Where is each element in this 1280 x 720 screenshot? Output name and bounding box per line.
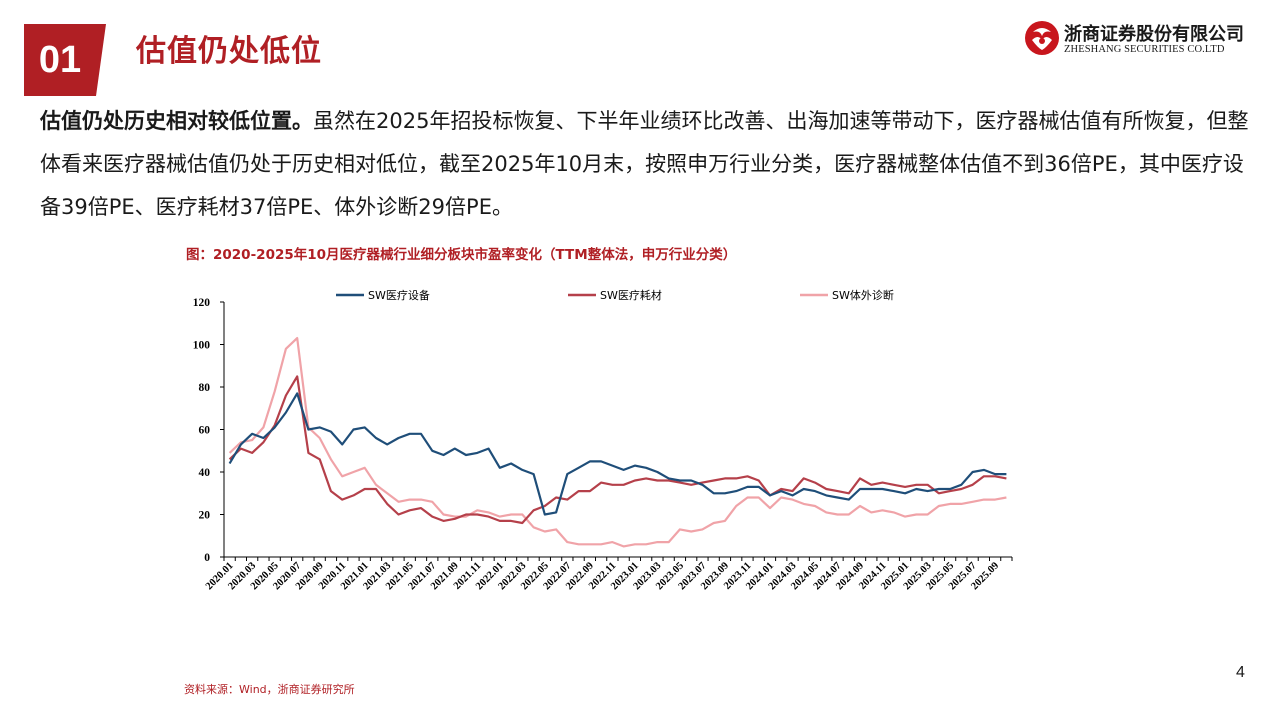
company-logo: 浙商证券股份有限公司 ZHESHANG SECURITIES CO.LTD (1024, 20, 1256, 64)
legend-label-2: SW体外诊断 (832, 288, 894, 302)
y-tick-label: 20 (199, 510, 211, 522)
y-tick-label: 0 (204, 552, 210, 564)
page-number: 4 (1236, 664, 1245, 681)
y-tick-label: 120 (193, 297, 211, 309)
legend-label-1: SW医疗耗材 (600, 288, 662, 302)
series-line-0 (228, 392, 1007, 516)
source-note: 资料来源：Wind，浙商证券研究所 (184, 683, 355, 696)
y-tick-label: 80 (199, 382, 211, 394)
page-title: 估值仍处低位 (136, 34, 322, 69)
section-number: 01 (38, 39, 82, 81)
body-paragraph: 估值仍处历史相对较低位置。虽然在2025年招投标恢复、下半年业绩环比改善、出海加… (40, 100, 1252, 229)
chart-series (228, 337, 1007, 548)
y-tick-label: 60 (199, 425, 211, 437)
zheshang-logo-icon (1025, 21, 1059, 55)
y-tick-label: 100 (193, 340, 211, 352)
logo-name-en: ZHESHANG SECURITIES CO.LTD (1064, 44, 1225, 55)
chart-axes: 0204060801001202020.012020.032020.052020… (193, 297, 1013, 592)
body-lead: 估值仍处历史相对较低位置。 (40, 109, 313, 133)
y-tick-label: 40 (199, 467, 211, 479)
body-text: 虽然在2025年招投标恢复、下半年业绩环比改善、出海加速等带动下，医疗器械估值有… (40, 109, 1249, 219)
series-line-1 (228, 375, 1007, 525)
legend-label-0: SW医疗设备 (368, 288, 430, 302)
section-badge: 01 (24, 24, 106, 96)
series-line-2 (228, 337, 1007, 548)
chart-legend: SW医疗设备 SW医疗耗材 SW体外诊断 (336, 288, 894, 302)
chart-title: 图：2020-2025年10月医疗器械行业细分板块市盈率变化（TTM整体法，申万… (186, 247, 737, 263)
logo-name-cn: 浙商证券股份有限公司 (1064, 24, 1244, 45)
